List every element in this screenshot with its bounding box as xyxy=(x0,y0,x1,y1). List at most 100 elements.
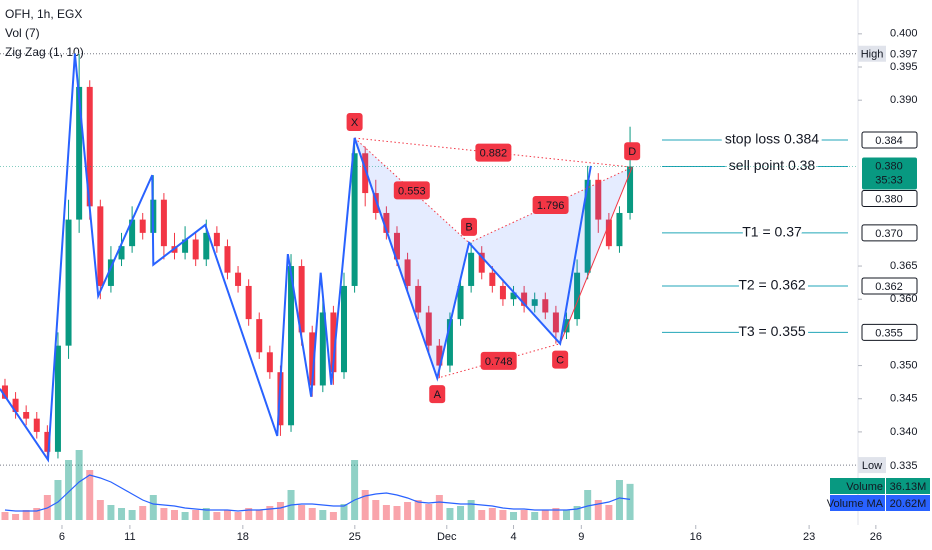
volume-name: Volume xyxy=(846,481,883,493)
candle-body xyxy=(478,252,485,273)
volume-bar xyxy=(615,480,623,520)
candle-body xyxy=(182,239,189,253)
volume-bar xyxy=(404,502,412,520)
x-tick-label: 4 xyxy=(510,531,516,543)
ratio-label: 0.553 xyxy=(398,185,426,197)
volume-bar xyxy=(75,450,83,520)
volume-bar xyxy=(181,512,189,520)
volume-bar xyxy=(584,490,592,520)
volume-bar xyxy=(626,483,634,520)
hl-name: High xyxy=(861,49,884,61)
volume-value: 36.13M xyxy=(890,481,927,493)
y-tick-label: 0.360 xyxy=(890,293,918,305)
y-tick-label: 0.400 xyxy=(890,28,918,40)
level-text: T1 = 0.37 xyxy=(742,224,802,240)
candle-body xyxy=(627,166,634,213)
volume-bar xyxy=(65,460,73,520)
volume-bar xyxy=(393,506,401,520)
x-tick-label: 26 xyxy=(870,531,882,543)
x-tick-label: 9 xyxy=(578,531,584,543)
hl-name-badge xyxy=(858,457,886,474)
ratio-label: 0.748 xyxy=(485,356,513,368)
candle-body xyxy=(224,246,231,273)
level-badge xyxy=(861,131,918,149)
candle-body xyxy=(203,232,210,260)
candle-body xyxy=(510,292,517,300)
indicator-label: Vol (7) xyxy=(5,26,40,40)
candle-body xyxy=(160,199,167,247)
candle-body xyxy=(213,232,220,247)
x-tick-label: 23 xyxy=(803,531,815,543)
zigzag-line xyxy=(0,53,592,463)
level-badge-label: 0.370 xyxy=(875,228,903,240)
volume-bar xyxy=(520,510,528,520)
volume-bar xyxy=(223,510,231,520)
level-badge-label: 0.355 xyxy=(875,327,903,339)
level-text: sell point 0.38 xyxy=(729,157,816,173)
hl-name: Low xyxy=(862,460,882,472)
volume-bar xyxy=(329,512,337,520)
pattern-point-label: B xyxy=(465,222,472,234)
volume-value: 20.62M xyxy=(890,498,927,510)
candle-body xyxy=(118,246,125,260)
last-price-badge xyxy=(862,157,917,190)
level-badge-label: 0.380 xyxy=(875,193,903,205)
y-tick-label: 0.365 xyxy=(890,260,918,272)
y-tick-label: 0.390 xyxy=(890,94,918,106)
candle-body xyxy=(415,285,422,313)
pattern-point-label: D xyxy=(628,146,636,158)
volume-bar xyxy=(202,508,210,520)
volume-bar xyxy=(319,510,327,520)
candle-body xyxy=(235,272,242,286)
indicator-label: Zig Zag (1, 10) xyxy=(5,45,84,59)
pattern-fill xyxy=(354,137,470,379)
volume-name-badge xyxy=(830,478,885,494)
candle-body xyxy=(298,266,305,333)
pattern-point-badge xyxy=(461,217,478,236)
volume-bar xyxy=(149,495,157,520)
candle-body xyxy=(12,398,19,413)
volume-bar xyxy=(594,500,602,520)
candle-body xyxy=(33,418,40,432)
volume-bar xyxy=(86,470,94,520)
volume-bar xyxy=(22,510,30,520)
hl-value: 0.335 xyxy=(890,460,918,472)
last-price-label: 0.380 xyxy=(875,160,903,172)
ratio-label: 1.796 xyxy=(537,200,565,212)
volume-bar xyxy=(605,505,613,520)
ratio-label: 0.882 xyxy=(480,147,508,159)
volume-bar xyxy=(488,508,496,520)
pattern-point-badge xyxy=(346,112,363,131)
level-badge xyxy=(861,190,918,208)
volume-bar xyxy=(541,510,549,520)
candle-body xyxy=(436,345,443,366)
candle-body xyxy=(44,431,51,452)
volume-bar xyxy=(33,508,41,520)
candle-body xyxy=(521,292,528,306)
x-tick-label: 25 xyxy=(349,531,361,543)
level-badge xyxy=(861,323,918,341)
volume-bar xyxy=(510,512,518,520)
volume-bar xyxy=(139,506,147,520)
level-badge-label: 0.384 xyxy=(875,135,903,147)
candle-body xyxy=(404,259,411,286)
volume-bar xyxy=(298,505,306,520)
symbol-title: OFH, 1h, EGX xyxy=(5,7,82,21)
candle-body xyxy=(531,299,538,306)
candle-body xyxy=(86,86,93,207)
x-tick-label: 16 xyxy=(690,531,702,543)
pattern-point-badge xyxy=(624,142,641,161)
candle-body xyxy=(309,332,316,386)
candle-body xyxy=(266,352,273,373)
candle-body xyxy=(139,219,146,233)
volume-bar xyxy=(531,512,539,520)
hl-value: 0.397 xyxy=(890,49,918,61)
volume-ma-line xyxy=(4,474,631,512)
pattern-point-badge xyxy=(429,385,446,404)
ratio-badge xyxy=(532,196,569,215)
level-badge xyxy=(861,224,918,242)
x-tick-label: Dec xyxy=(437,531,457,543)
candle-body xyxy=(468,252,475,286)
